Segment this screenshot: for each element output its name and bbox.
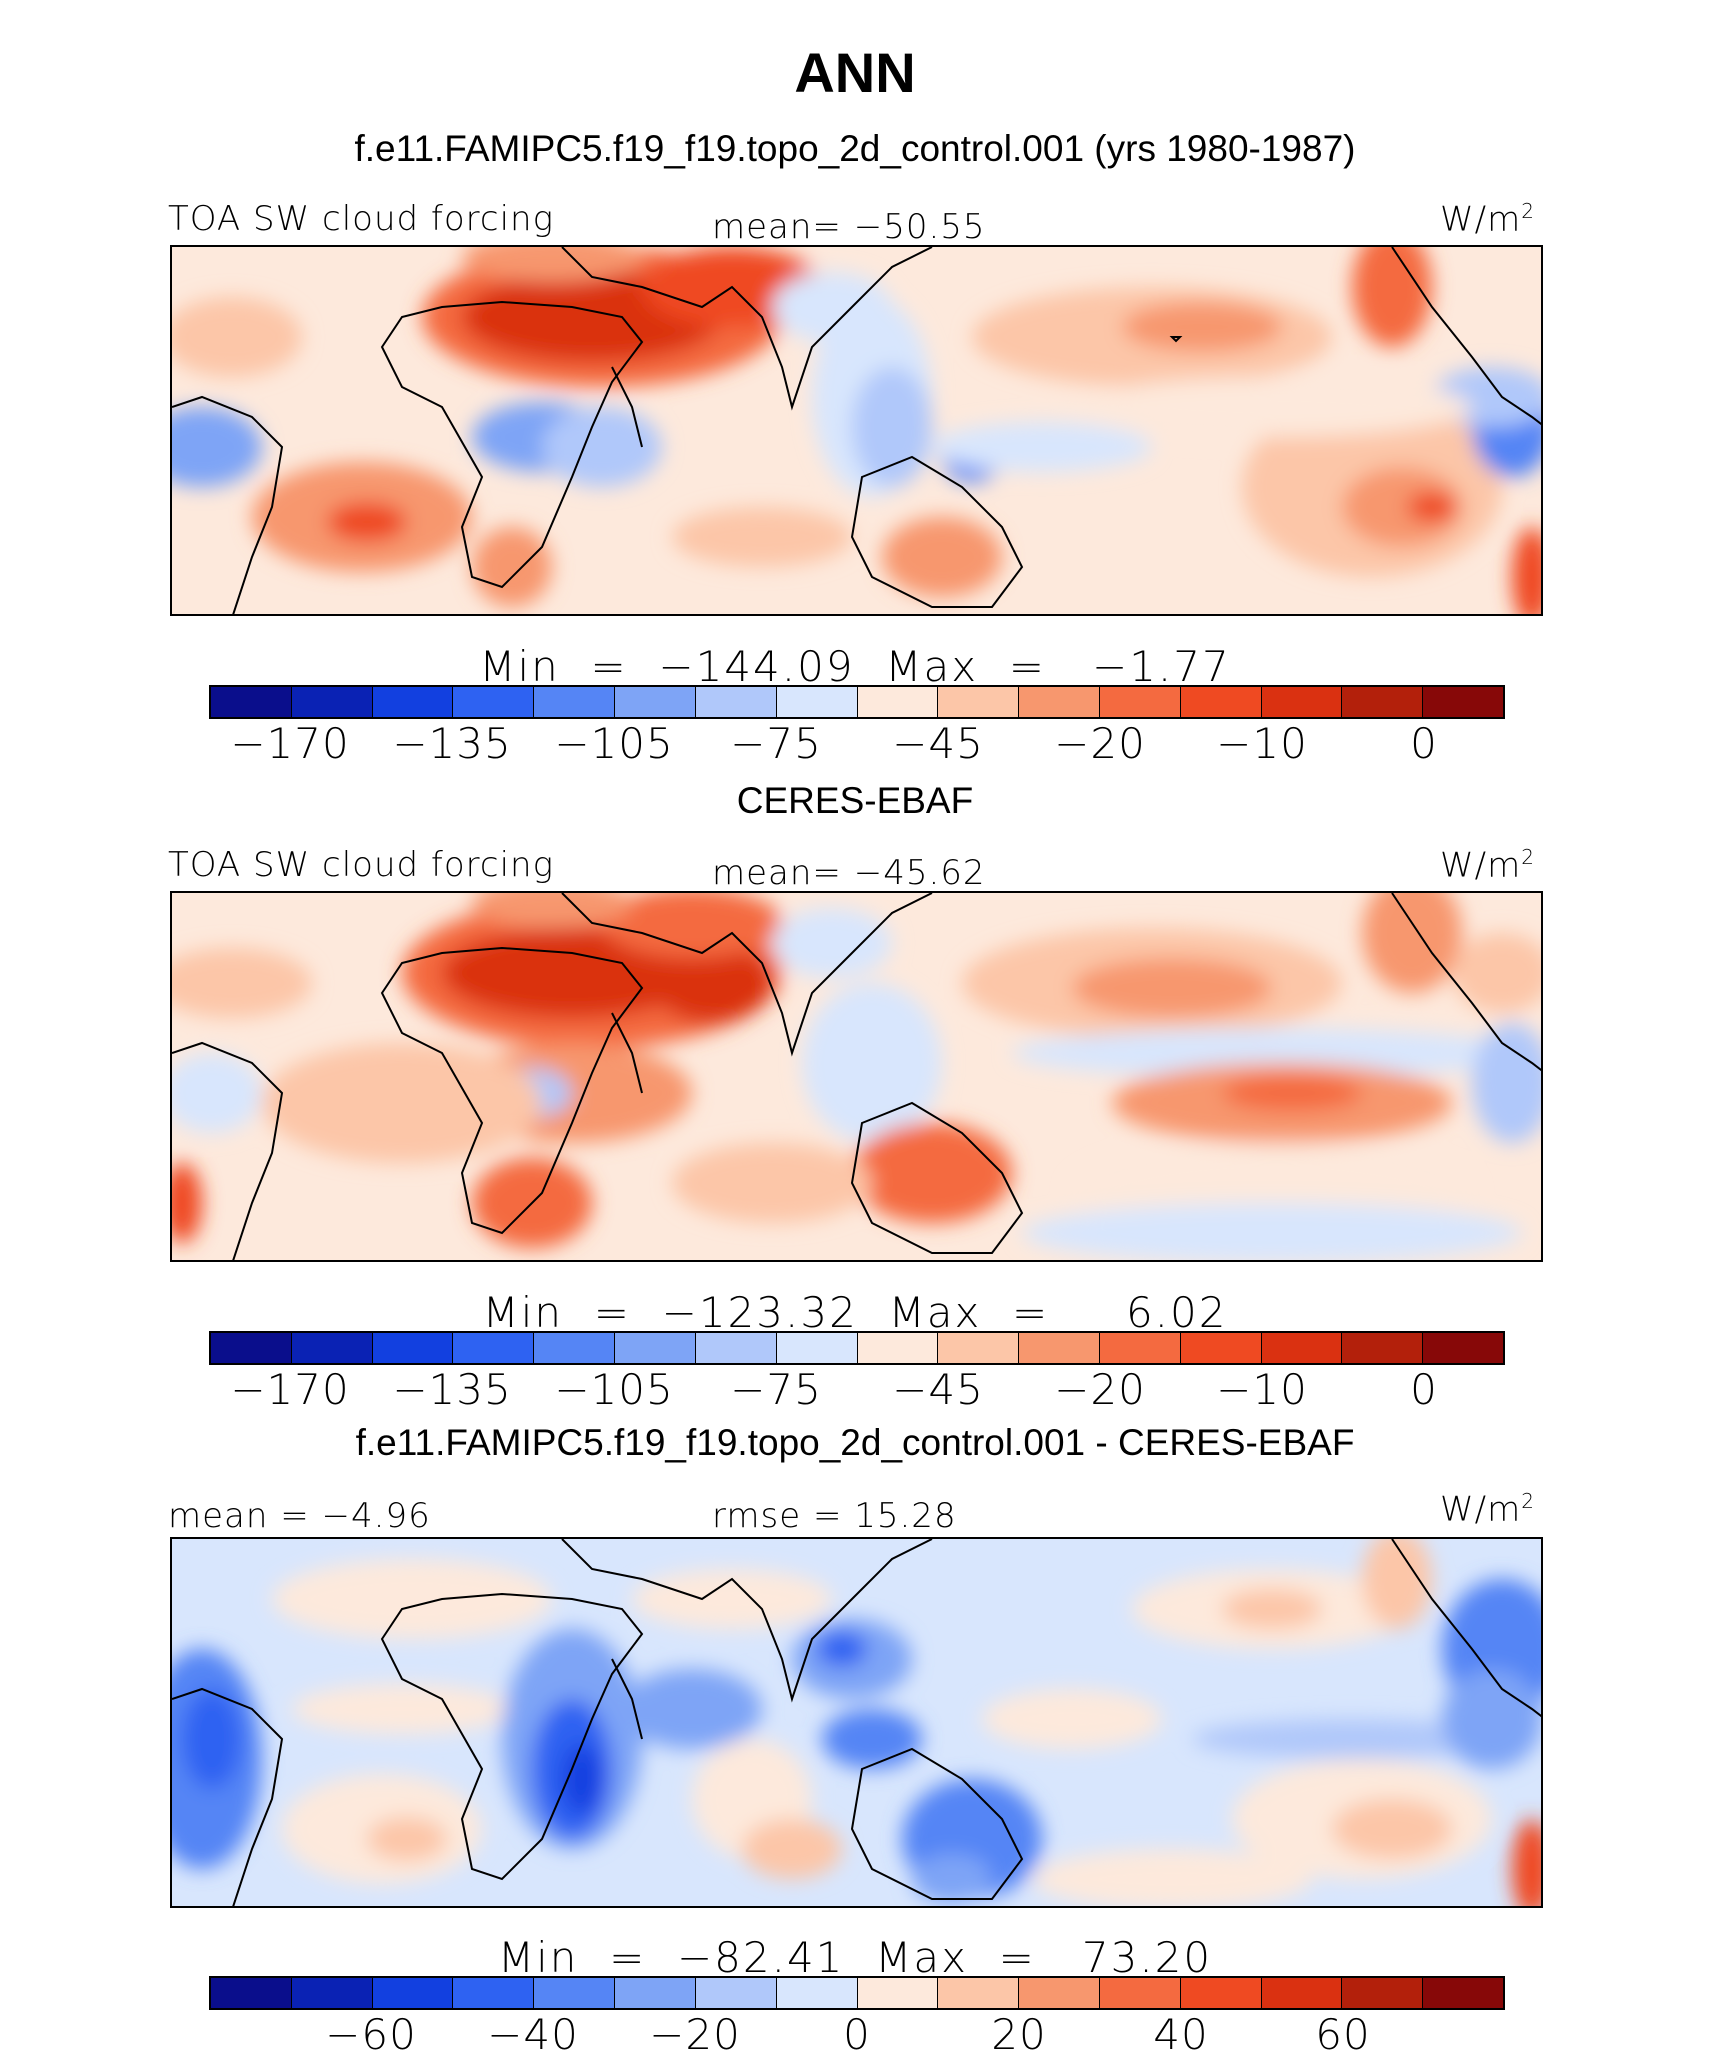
panel-3-tick: 60 <box>1315 2010 1371 2059</box>
colorbar-swatch <box>291 1333 373 1363</box>
colorbar-swatch <box>372 1978 454 2008</box>
panel-1-tick: 0 <box>1410 719 1438 768</box>
panel-2-tick: −10 <box>1216 1365 1308 1414</box>
colorbar-swatch <box>1099 687 1181 717</box>
panel-2-mean-label: mean= −45.62 <box>712 853 986 893</box>
colorbar-swatch <box>1261 1333 1343 1363</box>
colorbar-swatch <box>453 1333 535 1363</box>
main-title: ANN <box>794 41 916 104</box>
colorbar-swatch <box>1261 687 1343 717</box>
panel-2-tick: −135 <box>392 1365 512 1414</box>
colorbar-swatch <box>615 687 696 717</box>
colorbar-swatch <box>695 687 777 717</box>
panel-1-tick: −75 <box>730 719 822 768</box>
panel-2-tick: 0 <box>1410 1365 1438 1414</box>
panel-2-tick: −170 <box>230 1365 350 1414</box>
panel-2-colorbar <box>209 1331 1505 1365</box>
colorbar-swatch <box>776 1333 858 1363</box>
colorbar-swatch <box>1342 1333 1424 1363</box>
panel-1-tick: −170 <box>230 719 350 768</box>
panel-3-map <box>170 1537 1543 1908</box>
colorbar-swatch <box>291 687 373 717</box>
colorbar-swatch <box>1180 687 1262 717</box>
panel-2-map <box>170 891 1543 1262</box>
panel-3-tick: −40 <box>487 2010 579 2059</box>
colorbar-swatch <box>1019 1333 1100 1363</box>
colorbar-swatch <box>372 1333 454 1363</box>
colorbar-swatch <box>776 1978 858 2008</box>
colorbar-swatch <box>1019 687 1100 717</box>
panel-3-tick: 20 <box>991 2010 1047 2059</box>
panel-2-units: W/m2 <box>1440 845 1535 886</box>
panel-3-tick: −60 <box>325 2010 417 2059</box>
panel-2-map-svg <box>172 893 1541 1260</box>
colorbar-swatch <box>1342 687 1424 717</box>
panel-1-map-svg <box>172 247 1541 614</box>
colorbar-swatch <box>776 687 858 717</box>
colorbar-swatch <box>534 1978 616 2008</box>
panel-1-tick: −20 <box>1054 719 1146 768</box>
panel-3-colorbar <box>209 1976 1505 2010</box>
colorbar-swatch <box>1423 1333 1503 1363</box>
panel-1-tick: −135 <box>392 719 512 768</box>
panel-3-tick: 40 <box>1153 2010 1209 2059</box>
panel-2-variable-label: TOA SW cloud forcing <box>168 845 554 885</box>
colorbar-swatch <box>534 687 616 717</box>
colorbar-swatch <box>291 1978 373 2008</box>
colorbar-swatch <box>938 1978 1020 2008</box>
colorbar-swatch <box>1342 1978 1424 2008</box>
panel-3-mean-label: mean = −4.96 <box>168 1496 431 1536</box>
colorbar-swatch <box>857 1333 939 1363</box>
panel-2-title: CERES-EBAF <box>736 780 974 821</box>
colorbar-swatch <box>938 1333 1020 1363</box>
colorbar-swatch <box>1099 1333 1181 1363</box>
panel-1-units: W/m2 <box>1440 199 1535 240</box>
colorbar-swatch <box>453 1978 535 2008</box>
colorbar-swatch <box>211 1333 292 1363</box>
panel-2-tick: −75 <box>730 1365 822 1414</box>
colorbar-swatch <box>1180 1978 1262 2008</box>
panel-3-tick: −20 <box>649 2010 741 2059</box>
colorbar-swatch <box>1099 1978 1181 2008</box>
panel-1-tick: −45 <box>892 719 984 768</box>
panel-1-minmax: Min = −144.09 Max = −1.77 <box>479 642 1231 691</box>
panel-1-tick: −10 <box>1216 719 1308 768</box>
colorbar-swatch <box>615 1333 696 1363</box>
panel-3-title: f.e11.FAMIPC5.f19_f19.topo_2d_control.00… <box>355 1422 1355 1463</box>
colorbar-swatch <box>615 1978 696 2008</box>
panel-3-units: W/m2 <box>1440 1489 1535 1530</box>
panel-2-tick: −105 <box>554 1365 674 1414</box>
colorbar-swatch <box>857 687 939 717</box>
panel-1-mean-label: mean= −50.55 <box>712 207 986 247</box>
panel-3-map-svg <box>172 1539 1541 1906</box>
panel-2-tick: −20 <box>1054 1365 1146 1414</box>
colorbar-swatch <box>453 687 535 717</box>
colorbar-swatch <box>695 1978 777 2008</box>
colorbar-swatch <box>938 687 1020 717</box>
colorbar-swatch <box>1261 1978 1343 2008</box>
panel-3-tick: 0 <box>843 2010 871 2059</box>
colorbar-swatch <box>1423 687 1503 717</box>
panel-1-tick: −105 <box>554 719 674 768</box>
colorbar-swatch <box>372 687 454 717</box>
panel-3-rmse-label: rmse = 15.28 <box>712 1496 957 1536</box>
colorbar-swatch <box>857 1978 939 2008</box>
panel-3-minmax: Min = −82.41 Max = 73.20 <box>497 1933 1213 1982</box>
colorbar-swatch <box>1423 1978 1503 2008</box>
colorbar-swatch <box>1180 1333 1262 1363</box>
colorbar-swatch <box>211 687 292 717</box>
panel-2-minmax: Min = −123.32 Max = 6.02 <box>482 1288 1228 1337</box>
panel-1-title: f.e11.FAMIPC5.f19_f19.topo_2d_control.00… <box>354 128 1356 169</box>
colorbar-swatch <box>695 1333 777 1363</box>
colorbar-swatch <box>534 1333 616 1363</box>
panel-1-map <box>170 245 1543 616</box>
panel-2-tick: −45 <box>892 1365 984 1414</box>
panel-1-colorbar <box>209 685 1505 719</box>
panel-1-variable-label: TOA SW cloud forcing <box>168 199 554 239</box>
colorbar-swatch <box>1019 1978 1100 2008</box>
colorbar-swatch <box>211 1978 292 2008</box>
